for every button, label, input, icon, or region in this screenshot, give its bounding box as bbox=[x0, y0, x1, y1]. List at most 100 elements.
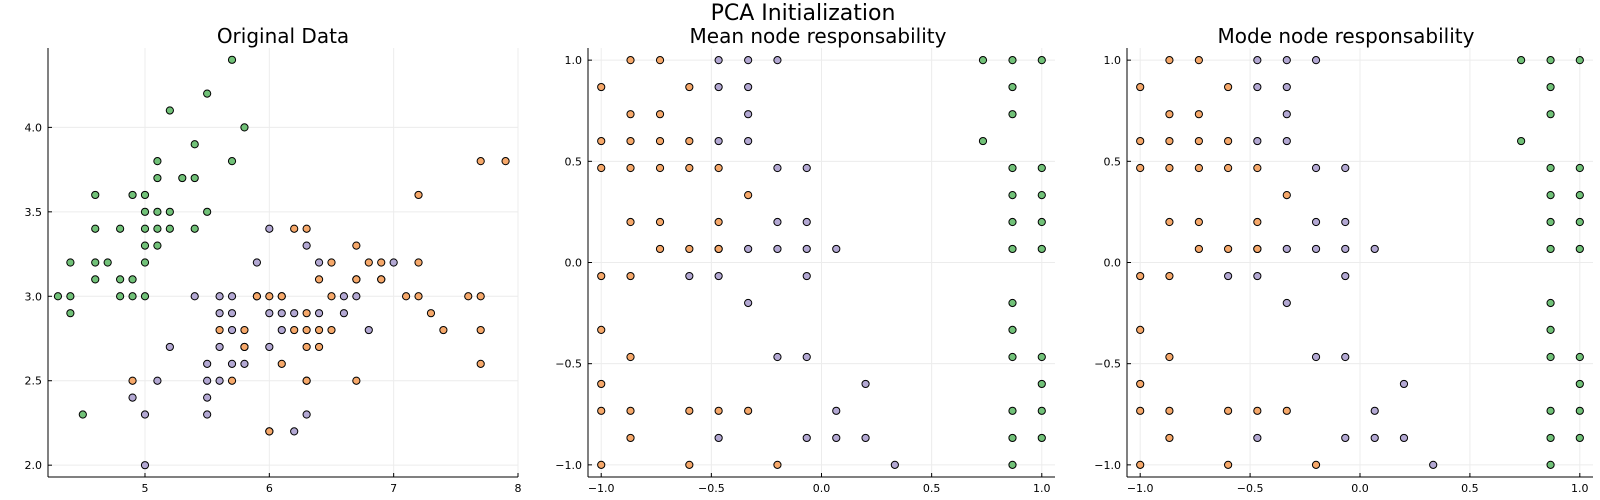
data-point-purple bbox=[215, 309, 224, 318]
data-point-purple bbox=[744, 82, 753, 92]
data-point-orange bbox=[1282, 406, 1291, 415]
panel-original-data: Original Data 5 6 7 8 2.0 2.5 3.0 3.5 4.0 bbox=[25, 24, 522, 495]
data-point-green bbox=[1008, 82, 1017, 92]
data-point-purple bbox=[773, 217, 782, 227]
panel-mean-node-responsability: Mean node responsability −1.0 −0.5 0.0 0.5 1… bbox=[555, 24, 1055, 495]
data-point-orange bbox=[773, 460, 782, 469]
data-point-purple bbox=[714, 82, 723, 92]
data-point-green bbox=[78, 410, 87, 419]
data-point-orange bbox=[302, 376, 311, 385]
data-point-orange bbox=[626, 136, 635, 146]
data-point-green bbox=[66, 309, 75, 318]
data-point-green bbox=[140, 258, 150, 267]
data-point-green bbox=[1546, 191, 1555, 200]
data-point-green bbox=[1008, 325, 1017, 334]
data-point-green bbox=[1037, 217, 1046, 227]
data-point-green bbox=[1517, 136, 1526, 146]
data-point-purple bbox=[773, 163, 782, 173]
data-point-orange bbox=[1165, 217, 1174, 227]
data-point-purple bbox=[265, 342, 274, 352]
data-point-purple bbox=[364, 325, 373, 335]
data-point-orange bbox=[252, 292, 261, 301]
data-point-purple bbox=[832, 433, 841, 443]
data-point-orange bbox=[1136, 325, 1145, 334]
data-point-orange bbox=[302, 325, 311, 335]
data-point-purple bbox=[252, 258, 261, 267]
y-tick-label: −1.0 bbox=[1094, 459, 1121, 472]
data-point-orange bbox=[476, 325, 485, 335]
x-tick-label: 0.0 bbox=[1351, 482, 1369, 495]
data-point-purple bbox=[227, 325, 237, 335]
data-point-orange bbox=[327, 325, 336, 335]
data-point-green bbox=[91, 275, 100, 284]
data-point-green bbox=[153, 173, 162, 183]
data-point-green bbox=[165, 106, 174, 115]
panel-title: Mode node responsability bbox=[1218, 24, 1475, 48]
data-point-green bbox=[116, 224, 125, 233]
data-point-green bbox=[1575, 433, 1584, 443]
data-point-purple bbox=[744, 244, 753, 254]
data-point-orange bbox=[327, 292, 336, 301]
data-point-purple bbox=[1341, 244, 1350, 254]
data-point-orange bbox=[744, 191, 753, 200]
data-point-purple bbox=[1253, 271, 1262, 281]
data-point-purple bbox=[1282, 136, 1291, 146]
data-point-orange bbox=[655, 56, 665, 65]
data-point-orange bbox=[1136, 460, 1145, 469]
x-tick-label: 0.0 bbox=[813, 482, 831, 495]
data-point-purple bbox=[1399, 379, 1409, 389]
data-point-orange bbox=[476, 359, 485, 368]
data-point-orange bbox=[1253, 217, 1262, 227]
data-point-purple bbox=[714, 56, 723, 65]
data-point-orange bbox=[1194, 136, 1203, 146]
data-point-orange bbox=[597, 325, 606, 334]
data-point-purple bbox=[773, 352, 782, 362]
data-point-green bbox=[103, 258, 112, 267]
data-point-green bbox=[1546, 82, 1555, 92]
panel-mode-node-responsability: Mode node responsability −1.0 −0.5 0.0 0.5 1… bbox=[1094, 24, 1593, 495]
data-point-purple bbox=[339, 309, 349, 318]
data-point-orange bbox=[302, 342, 311, 352]
data-point-orange bbox=[240, 342, 249, 352]
data-point-green bbox=[227, 55, 237, 64]
x-tick-label: 1.0 bbox=[1033, 482, 1051, 495]
data-point-orange bbox=[240, 325, 249, 335]
data-point-orange bbox=[626, 110, 635, 119]
data-point-orange bbox=[1136, 406, 1145, 415]
data-point-green bbox=[1008, 244, 1017, 254]
data-point-green bbox=[1008, 433, 1017, 443]
data-point-purple bbox=[277, 309, 286, 318]
data-point-green bbox=[140, 224, 150, 233]
data-point-orange bbox=[265, 292, 274, 301]
data-point-orange bbox=[626, 56, 635, 65]
data-point-purple bbox=[1253, 136, 1262, 146]
data-point-green bbox=[1037, 433, 1046, 443]
data-point-orange bbox=[1224, 163, 1233, 173]
data-point-purple bbox=[203, 359, 212, 368]
data-point-orange bbox=[1194, 217, 1203, 227]
data-point-purple bbox=[714, 433, 723, 443]
data-point-orange bbox=[626, 433, 635, 443]
data-point-purple bbox=[314, 258, 324, 267]
data-point-purple bbox=[140, 410, 150, 419]
data-point-green bbox=[1008, 217, 1017, 227]
data-point-purple bbox=[1370, 433, 1379, 443]
data-point-orange bbox=[626, 163, 635, 173]
data-point-orange bbox=[1165, 352, 1174, 362]
data-point-purple bbox=[215, 292, 224, 301]
data-point-purple bbox=[1282, 82, 1291, 92]
data-point-orange bbox=[597, 460, 606, 469]
data-point-green bbox=[1008, 406, 1017, 415]
data-point-orange bbox=[215, 325, 224, 335]
data-point-orange bbox=[1224, 82, 1233, 92]
data-point-green bbox=[116, 292, 125, 301]
data-point-orange bbox=[1136, 82, 1145, 92]
data-point-purple bbox=[215, 342, 224, 352]
data-point-orange bbox=[655, 110, 665, 119]
data-point-orange bbox=[314, 325, 324, 335]
data-point-purple bbox=[227, 292, 237, 301]
data-point-orange bbox=[1194, 110, 1203, 119]
data-point-orange bbox=[597, 136, 606, 146]
data-point-orange bbox=[352, 376, 361, 385]
